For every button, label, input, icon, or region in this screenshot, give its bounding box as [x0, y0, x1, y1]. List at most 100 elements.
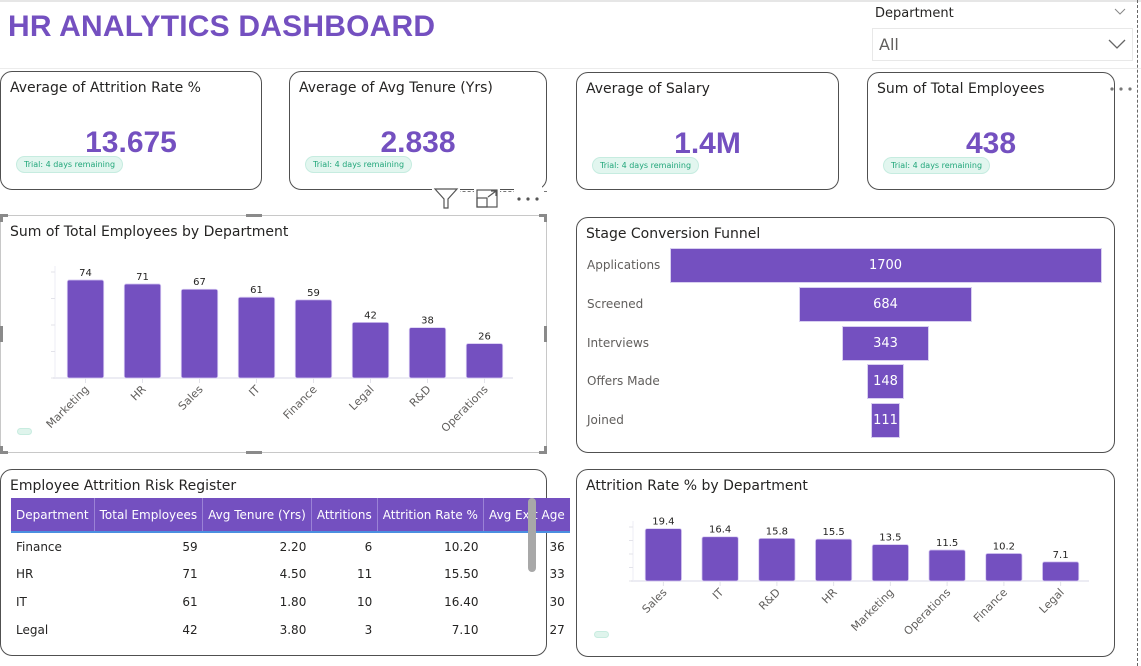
bar [351, 321, 390, 379]
chart-title: Attrition Rate % by Department [586, 478, 808, 494]
table-row: HR 71 4.50 11 15.50 33 [11, 560, 570, 588]
kpi-title: Sum of Total Employees [877, 81, 1045, 97]
data-label: 61 [250, 285, 263, 296]
kpi-value: 438 [965, 127, 1017, 160]
more-options-icon[interactable] [1108, 84, 1134, 94]
slicer-label: Department [875, 6, 954, 21]
data-label: 10.2 [993, 541, 1015, 552]
resize-handle[interactable] [0, 214, 3, 222]
column-header-total-employees[interactable]: Total Employees [94, 498, 204, 533]
kpi-card-avg-tenure[interactable]: Average of Avg Tenure (Yrs) 2.838 Trial:… [289, 71, 547, 190]
cell-attritions: 6 [364, 539, 373, 554]
funnel-bar[interactable]: 343 [841, 325, 930, 361]
kpi-value: 13.675 [85, 126, 177, 159]
resize-handle[interactable] [539, 214, 547, 217]
bar [1042, 561, 1080, 582]
cell-department: IT [16, 595, 27, 609]
kpi-title: Average of Attrition Rate % [10, 80, 201, 96]
cell-avg-exit-age: 36 [549, 539, 565, 554]
department-slicer: Department All [869, 4, 1134, 62]
bar [465, 343, 504, 379]
resize-handle[interactable] [544, 214, 547, 222]
funnel-bar[interactable]: 1700 [669, 248, 1102, 283]
top-border [0, 0, 1141, 2]
funnel-stage-label: Joined [587, 413, 624, 428]
table-header-row: Department Total Employees Avg Tenure (Y… [11, 498, 570, 533]
data-label: 26 [478, 332, 491, 343]
resize-handle[interactable] [544, 446, 547, 454]
employees-by-department-chart[interactable]: Sum of Total Employees by Department 74 M… [0, 215, 547, 453]
data-label: 42 [364, 310, 377, 321]
column-header-avg-tenure[interactable]: Avg Tenure (Yrs) [202, 498, 312, 533]
filter-icon[interactable] [432, 186, 460, 210]
data-label: 74 [79, 268, 92, 279]
resize-handle[interactable] [246, 451, 262, 454]
table-row: Finance 59 2.20 6 10.20 36 [11, 532, 570, 560]
cell-attrition-rate: 10.20 [444, 539, 479, 554]
bar [294, 299, 333, 379]
kpi-card-avg-salary[interactable]: Average of Salary 1.4M Trial: 4 days rem… [576, 72, 839, 190]
cell-total-employees: 71 [182, 567, 198, 581]
legend-marker [17, 428, 32, 435]
funnel-bar[interactable]: 684 [798, 286, 973, 322]
slicer-collapse-icon[interactable] [1114, 8, 1126, 16]
cell-avg-tenure: 2.20 [279, 539, 307, 554]
department-dropdown[interactable]: All [872, 28, 1133, 61]
cell-avg-tenure: 4.50 [279, 567, 307, 581]
bar [237, 296, 276, 379]
more-options-icon[interactable] [514, 186, 542, 210]
bar [871, 544, 909, 582]
attrition-rate-by-department-chart[interactable]: Attrition Rate % by Department 19.4 Sales… [576, 469, 1115, 657]
kpi-value: 2.838 [380, 126, 456, 159]
chevron-down-icon[interactable] [1108, 35, 1126, 53]
chart-title: Sum of Total Employees by Department [10, 224, 289, 240]
data-label: 15.8 [766, 526, 788, 537]
data-label: 16.4 [709, 525, 731, 536]
cell-department: Finance [16, 539, 62, 554]
funnel-stage-label: Offers Made [587, 374, 660, 389]
funnel-bar[interactable]: 148 [866, 364, 905, 400]
resize-handle[interactable] [246, 214, 262, 217]
funnel-bar[interactable]: 111 [871, 403, 900, 439]
x-tick-label: Finance [971, 586, 1010, 625]
data-label: 19.4 [652, 517, 674, 528]
resize-handle[interactable] [0, 446, 3, 454]
resize-handle[interactable] [0, 451, 8, 454]
x-tick-label: Marketing [849, 586, 897, 634]
resize-handle[interactable] [0, 214, 8, 217]
bar [815, 538, 853, 582]
trial-badge: Trial: 4 days remaining [16, 156, 124, 173]
bar [644, 528, 682, 582]
focus-mode-icon[interactable] [474, 186, 500, 210]
resize-handle[interactable] [0, 326, 3, 342]
bar [928, 549, 966, 582]
cell-total-employees: 42 [182, 623, 198, 637]
cell-attritions: 10 [356, 595, 373, 609]
resize-handle[interactable] [539, 451, 547, 454]
data-label: 38 [421, 316, 434, 327]
data-label: 7.1 [1053, 550, 1069, 561]
x-tick-label: HR [128, 383, 149, 404]
kpi-card-attrition-rate[interactable]: Average of Attrition Rate % 13.675 Trial… [0, 71, 262, 190]
column-header-avg-exit-age[interactable]: Avg Exit Age [483, 498, 570, 533]
stage-conversion-funnel[interactable]: Stage Conversion Funnel Applications 1700… [576, 217, 1115, 453]
resize-handle[interactable] [544, 326, 547, 342]
cell-attritions: 11 [356, 567, 373, 581]
cell-attritions: 3 [364, 623, 373, 637]
bar [985, 553, 1023, 582]
column-header-attritions[interactable]: Attritions [311, 498, 378, 533]
data-label: 15.5 [822, 527, 844, 538]
funnel-stage-label: Applications [587, 258, 661, 272]
kpi-card-total-employees[interactable]: Sum of Total Employees 438 Trial: 4 days… [867, 72, 1115, 190]
column-header-attrition-rate[interactable]: Attrition Rate % [377, 498, 484, 533]
trial-badge: Trial: 4 days remaining [883, 157, 991, 174]
canvas-boundary [1137, 0, 1138, 666]
header-divider [0, 68, 1141, 69]
cell-department: Legal [16, 623, 49, 637]
column-header-department[interactable]: Department [11, 498, 95, 533]
x-tick-label: Legal [347, 383, 377, 413]
table-scrollbar[interactable] [528, 498, 536, 572]
attrition-risk-register: Employee Attrition Risk Register Departm… [0, 469, 570, 656]
cell-total-employees: 59 [182, 539, 198, 554]
bar [408, 327, 447, 379]
